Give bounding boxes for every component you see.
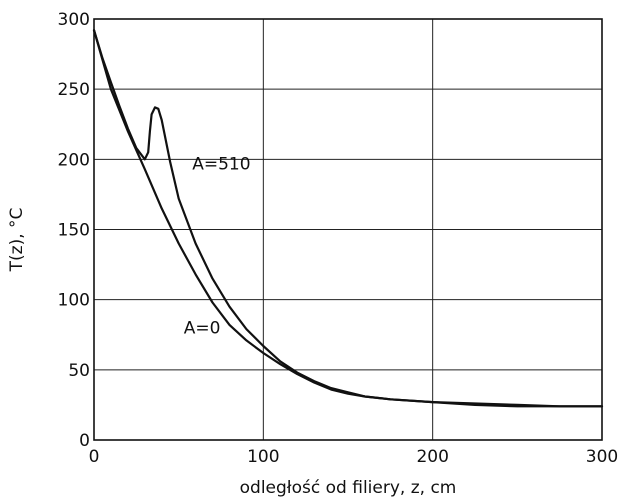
y-tick-label: 100: [58, 291, 90, 311]
y-axis-title: T(z), °C: [7, 208, 27, 273]
tick-labels: 0 100 200 300 0 50 100 150 200 250 300: [58, 10, 619, 467]
y-tick-label: 150: [58, 221, 90, 241]
y-tick-label: 250: [58, 80, 90, 100]
grid: [94, 19, 602, 440]
series-annotation-a510: A=510: [192, 155, 250, 175]
series-line-a510: [92, 29, 604, 408]
x-tick-label: 300: [586, 447, 618, 467]
y-tick-label: 200: [58, 150, 90, 170]
x-tick-label: 0: [89, 447, 100, 467]
y-tick-label: 300: [58, 10, 90, 30]
y-tick-label: 50: [68, 361, 90, 381]
x-axis-title: odległość od filiery, z, cm: [240, 478, 457, 498]
series-line-a0: [92, 29, 604, 408]
y-tick-label: 0: [79, 431, 90, 451]
annotations: A=510 A=0: [184, 155, 251, 339]
series-annotation-a0: A=0: [184, 319, 221, 339]
plot-frame: [93, 18, 603, 441]
x-tick-label: 200: [416, 447, 448, 467]
x-tick-label: 100: [247, 447, 279, 467]
series-layer: [92, 29, 604, 408]
